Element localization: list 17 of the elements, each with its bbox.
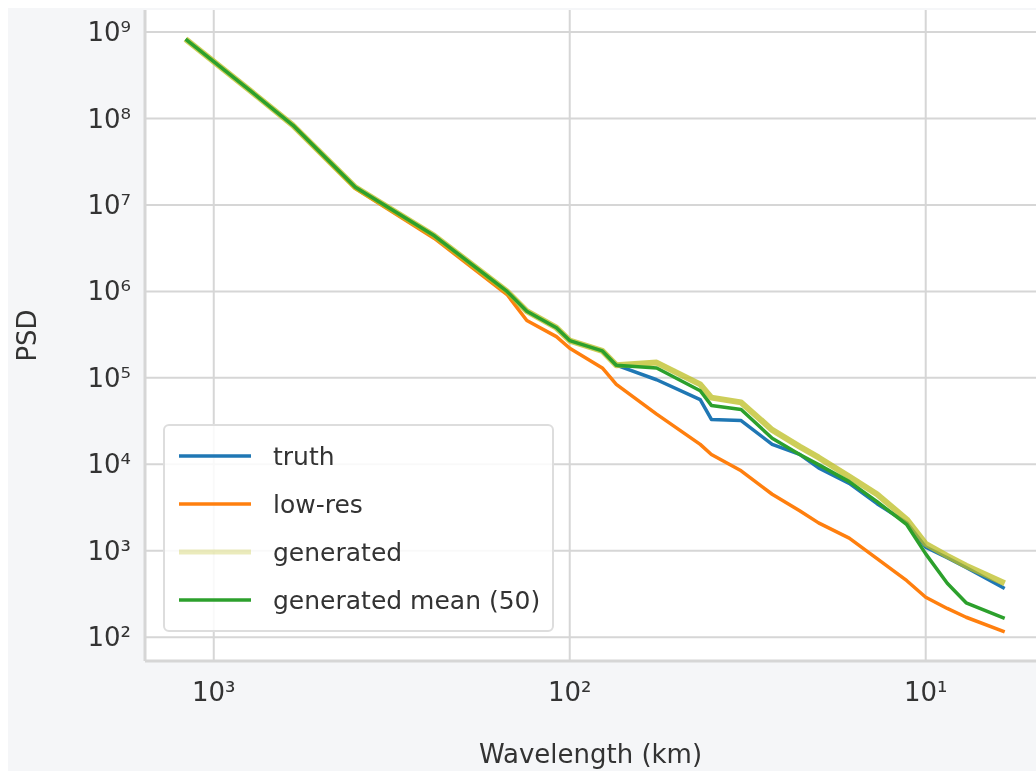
y-axis-title: PSD <box>12 309 42 362</box>
legend-label: generated mean (50) <box>273 585 541 615</box>
y-tick-label: 10⁸ <box>87 103 131 134</box>
legend-label: truth <box>273 441 335 471</box>
x-tick-label: 10³ <box>191 677 236 707</box>
y-tick-label: 10⁴ <box>87 449 131 480</box>
y-tick-label: 10⁵ <box>87 362 131 393</box>
y-tick-label: 10⁹ <box>87 17 131 48</box>
legend-label: low-res <box>273 489 363 519</box>
y-tick-label: 10³ <box>87 535 131 566</box>
y-tick-label: 10⁶ <box>87 276 131 307</box>
y-tick-label: 10⁷ <box>87 189 131 220</box>
legend-label: generated <box>273 537 403 567</box>
x-tick-label: 10¹ <box>903 677 948 707</box>
y-tick-label: 10² <box>87 622 131 653</box>
x-axis-title: Wavelength (km) <box>478 739 703 769</box>
x-tick-label: 10² <box>547 677 592 707</box>
